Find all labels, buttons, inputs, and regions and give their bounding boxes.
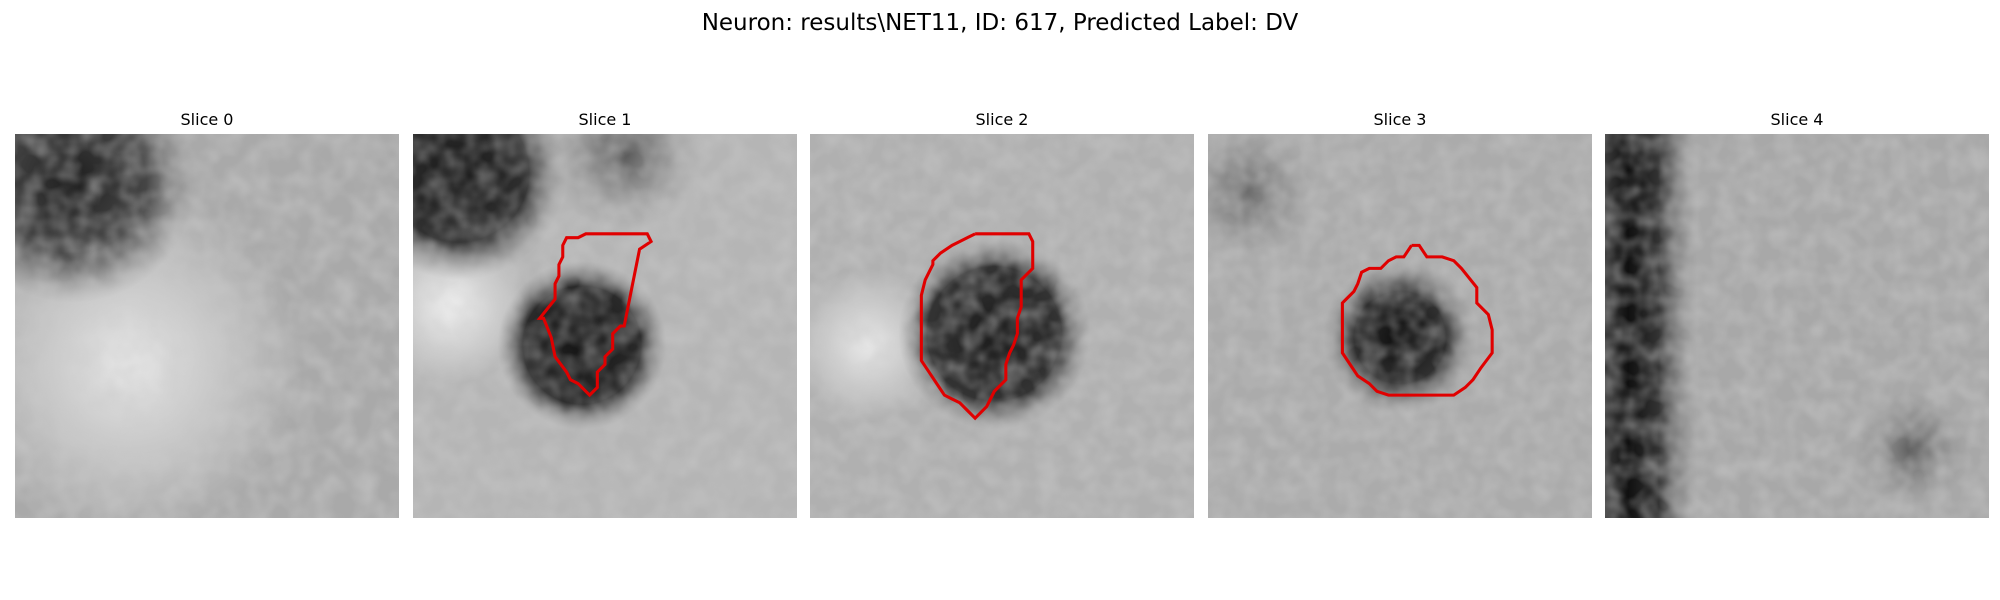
slice-3-contour xyxy=(1340,243,1494,397)
slice-1-contour xyxy=(536,232,654,398)
slice-4-title: Slice 4 xyxy=(1770,110,1824,129)
slice-1-image xyxy=(413,134,797,518)
figure-title: Neuron: results\NET11, ID: 617, Predicte… xyxy=(701,10,1299,36)
slice-2-image xyxy=(810,134,1194,518)
slice-4-image xyxy=(1605,134,1989,518)
slice-3-image xyxy=(1208,134,1592,518)
slice-3-title: Slice 3 xyxy=(1373,110,1427,129)
slice-1-title: Slice 1 xyxy=(578,110,632,129)
slice-0-title: Slice 0 xyxy=(180,110,234,129)
slice-2-title: Slice 2 xyxy=(975,110,1029,129)
slice-2-contour xyxy=(919,232,1035,421)
slice-0-image xyxy=(15,134,399,518)
